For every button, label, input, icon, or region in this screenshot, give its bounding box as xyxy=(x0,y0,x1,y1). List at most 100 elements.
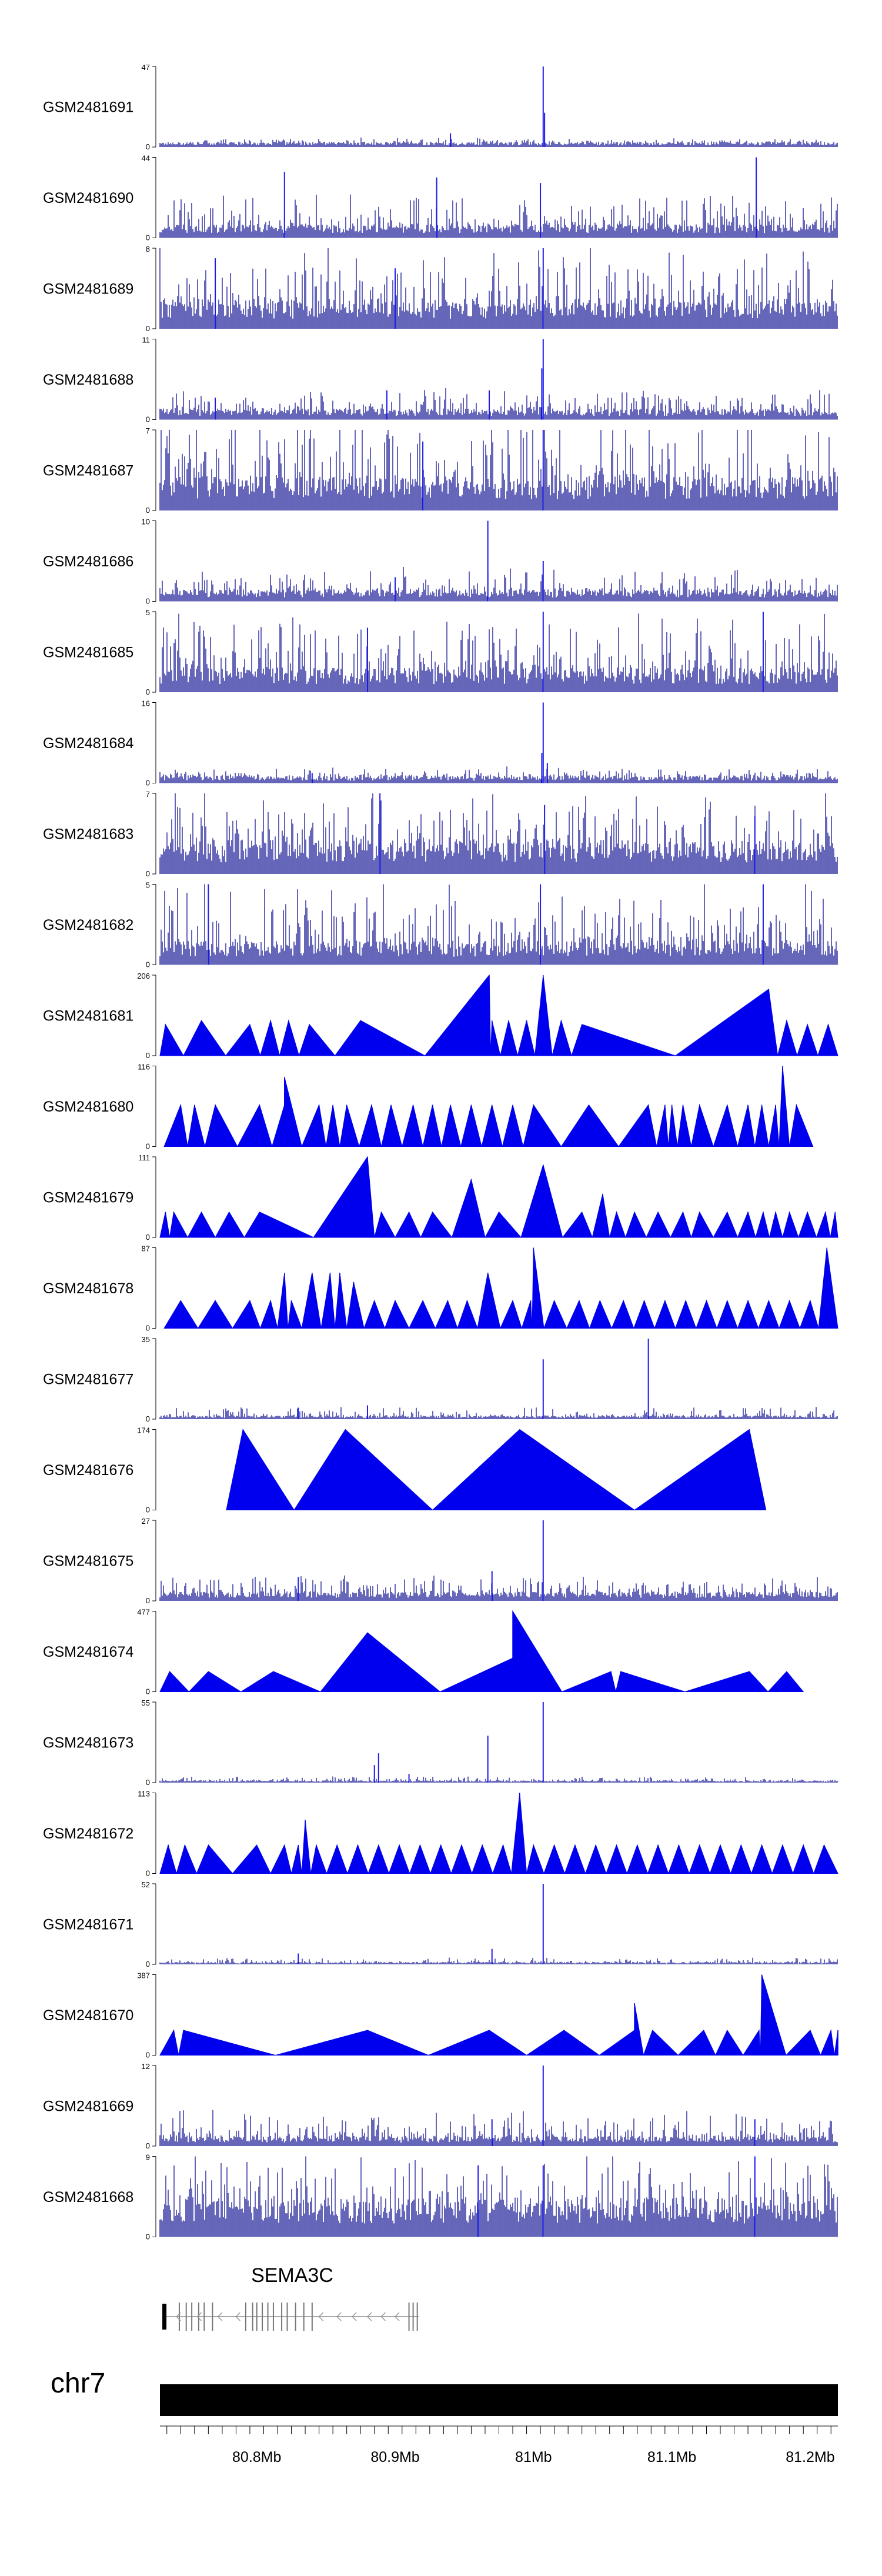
coverage-signal xyxy=(159,613,838,692)
track-label: GSM2481676 xyxy=(43,1462,133,1479)
track-label: GSM2481669 xyxy=(43,2098,133,2115)
gene-utr-block xyxy=(162,2304,167,2330)
track-GSM2481668: GSM2481668 9 0 xyxy=(43,2153,838,2241)
coverage-area xyxy=(159,1156,838,1238)
track-GSM2481679: GSM2481679 111 0 xyxy=(43,1153,838,1242)
y-min-label: 0 xyxy=(146,1324,150,1333)
coverage-signal xyxy=(159,430,838,510)
x-tick-label: 80.9Mb xyxy=(370,2449,419,2465)
coverage-area xyxy=(226,1429,767,1510)
y-max-label: 116 xyxy=(138,1063,150,1072)
track-GSM2481671: GSM2481671 52 0 xyxy=(43,1880,838,1968)
coverage-signal xyxy=(159,137,838,147)
track-label: GSM2481672 xyxy=(43,1826,133,1842)
y-max-label: 9 xyxy=(146,2153,150,2162)
y-min-label: 0 xyxy=(146,1506,150,1514)
y-min-label: 0 xyxy=(146,506,150,515)
y-max-label: 206 xyxy=(137,972,150,980)
track-label: GSM2481688 xyxy=(43,372,133,388)
track-GSM2481673: GSM2481673 55 0 xyxy=(43,1699,838,1787)
y-min-label: 0 xyxy=(146,324,150,333)
coverage-signal xyxy=(159,248,838,329)
x-tick-label: 81.2Mb xyxy=(786,2449,834,2465)
coverage-area xyxy=(159,1793,838,1874)
track-GSM2481691: GSM2481691 47 0 xyxy=(43,63,838,151)
chromosome-axis: chr7 80.8Mb 80.9Mb 81Mb 81.1Mb 81.2Mb xyxy=(51,2368,838,2465)
coverage-area xyxy=(159,1610,804,1692)
y-max-label: 12 xyxy=(142,2062,150,2071)
y-min-label: 0 xyxy=(146,688,150,696)
strand-arrow xyxy=(336,2312,342,2321)
track-label: GSM2481674 xyxy=(43,1644,133,1660)
y-min-label: 0 xyxy=(146,1233,150,1242)
track-GSM2481672: GSM2481672 113 0 xyxy=(43,1790,838,1878)
track-label: GSM2481673 xyxy=(43,1735,133,1751)
track-label: GSM2481687 xyxy=(43,463,133,479)
chromosome-bar xyxy=(160,2384,838,2416)
track-label: GSM2481678 xyxy=(43,1280,133,1297)
y-max-label: 7 xyxy=(146,426,150,435)
coverage-area xyxy=(159,1974,838,2056)
coverage-signal xyxy=(159,2156,838,2237)
y-min-label: 0 xyxy=(146,1596,150,1605)
coverage-signal xyxy=(159,884,838,965)
y-min-label: 0 xyxy=(146,960,150,969)
y-min-label: 0 xyxy=(146,869,150,878)
track-GSM2481690: GSM2481690 44 0 xyxy=(43,154,838,242)
y-min-label: 0 xyxy=(146,1414,150,1423)
x-tick-label: 80.8Mb xyxy=(232,2449,281,2465)
y-min-label: 0 xyxy=(146,1778,150,1787)
track-GSM2481677: GSM2481677 35 0 xyxy=(43,1335,838,1423)
coverage-signal xyxy=(159,388,838,420)
gene-track: SEMA3C xyxy=(162,2264,419,2331)
track-GSM2481689: GSM2481689 8 0 xyxy=(43,245,838,333)
track-GSM2481680: GSM2481680 116 0 xyxy=(43,1063,814,1151)
strand-arrow xyxy=(176,2312,181,2321)
y-max-label: 55 xyxy=(142,1699,150,1707)
track-GSM2481684: GSM2481684 16 0 xyxy=(43,699,838,788)
track-GSM2481688: GSM2481688 11 0 xyxy=(43,336,838,424)
track-GSM2481687: GSM2481687 7 0 xyxy=(43,426,838,515)
strand-arrow xyxy=(380,2312,386,2321)
strand-arrow xyxy=(217,2312,223,2321)
track-GSM2481675: GSM2481675 27 0 xyxy=(43,1517,838,1605)
y-max-label: 35 xyxy=(142,1335,150,1344)
coverage-signal xyxy=(159,1776,838,1783)
y-max-label: 87 xyxy=(142,1244,150,1253)
y-min-label: 0 xyxy=(146,1869,150,1878)
y-min-label: 0 xyxy=(146,779,150,788)
track-label: GSM2481685 xyxy=(43,645,133,661)
track-GSM2481681: GSM2481681 206 0 xyxy=(43,972,838,1060)
strand-arrow xyxy=(318,2312,324,2321)
y-max-label: 387 xyxy=(137,1971,150,1980)
chromosome-label: chr7 xyxy=(51,2368,105,2399)
track-label: GSM2481682 xyxy=(43,917,133,933)
x-tick-label: 81.1Mb xyxy=(647,2449,696,2465)
coverage-signal xyxy=(159,2110,838,2146)
y-max-label: 7 xyxy=(146,790,150,799)
track-label: GSM2481670 xyxy=(43,2007,133,2024)
strand-arrow xyxy=(366,2312,372,2321)
coverage-area xyxy=(159,974,838,1056)
y-max-label: 5 xyxy=(146,881,150,890)
track-GSM2481686: GSM2481686 10 0 xyxy=(43,518,838,606)
y-min-label: 0 xyxy=(146,597,150,606)
y-max-label: 5 xyxy=(146,608,150,617)
track-label: GSM2481675 xyxy=(43,1553,133,1570)
coverage-signal xyxy=(159,1407,838,1419)
coverage-signal xyxy=(159,1957,838,1964)
strand-arrow xyxy=(352,2312,357,2321)
y-min-label: 0 xyxy=(146,2233,150,2241)
track-GSM2481678: GSM2481678 87 0 xyxy=(43,1244,838,1333)
y-min-label: 0 xyxy=(146,1142,150,1151)
track-GSM2481676: GSM2481676 174 0 xyxy=(43,1426,767,1514)
track-label: GSM2481681 xyxy=(43,1008,133,1025)
coverage-area xyxy=(163,1247,838,1329)
coverage-signal xyxy=(159,793,838,874)
coverage-signal xyxy=(159,1575,838,1601)
y-max-label: 44 xyxy=(142,154,150,163)
track-GSM2481669: GSM2481669 12 0 xyxy=(43,2062,838,2150)
y-max-label: 11 xyxy=(142,336,151,345)
track-label: GSM2481677 xyxy=(43,1372,133,1388)
